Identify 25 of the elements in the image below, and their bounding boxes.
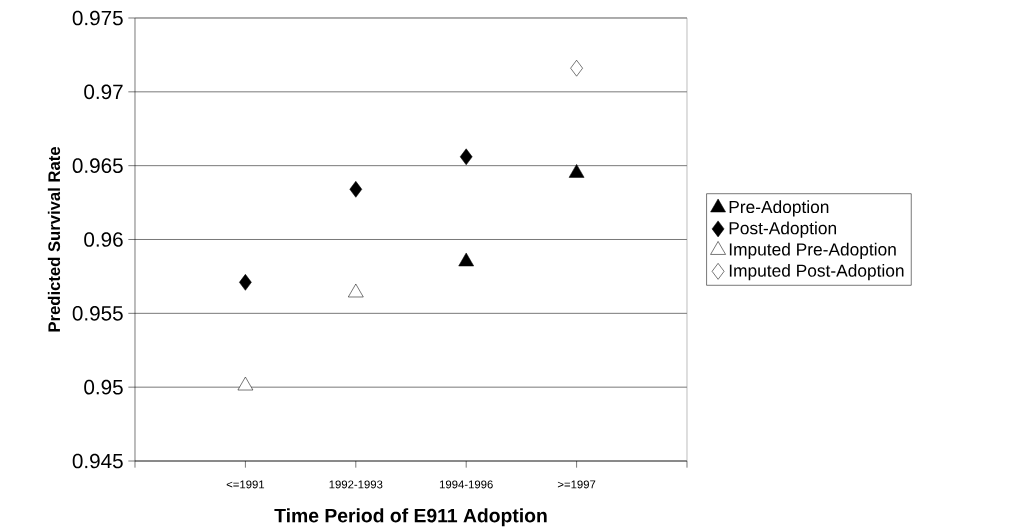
legend-label: Imputed Post-Adoption	[729, 264, 904, 281]
x-tick-label: 1994-1996	[439, 480, 493, 489]
legend-label: Pre-Adoption	[729, 200, 829, 217]
x-tick-label: <=1991	[226, 480, 265, 489]
legend-label: Post-Adoption	[729, 221, 837, 238]
y-axis-title: Predicted Survival Rate	[47, 147, 61, 332]
y-tick-label: 0.965	[72, 158, 123, 174]
y-tick-label: 0.95	[84, 380, 123, 395]
point	[459, 148, 473, 166]
point	[348, 283, 364, 298]
x-tick-label: 1992-1993	[329, 480, 383, 489]
y-tick-label: 0.955	[72, 306, 123, 321]
x-axis-title: Time Period of E911 Adoption	[274, 508, 547, 527]
point	[237, 376, 254, 391]
point	[568, 164, 585, 178]
x-tick-label: >=1997	[557, 480, 596, 489]
legend-label: Imputed Pre-Adoption	[729, 242, 896, 260]
y-tick-label: 0.945	[72, 453, 123, 469]
y-tick-label: 0.97	[84, 84, 123, 100]
point	[239, 274, 252, 291]
y-tick-label: 0.96	[84, 232, 123, 247]
y-tick-label: 0.975	[72, 10, 123, 26]
point	[458, 252, 474, 267]
point	[349, 181, 363, 198]
point	[570, 60, 583, 77]
